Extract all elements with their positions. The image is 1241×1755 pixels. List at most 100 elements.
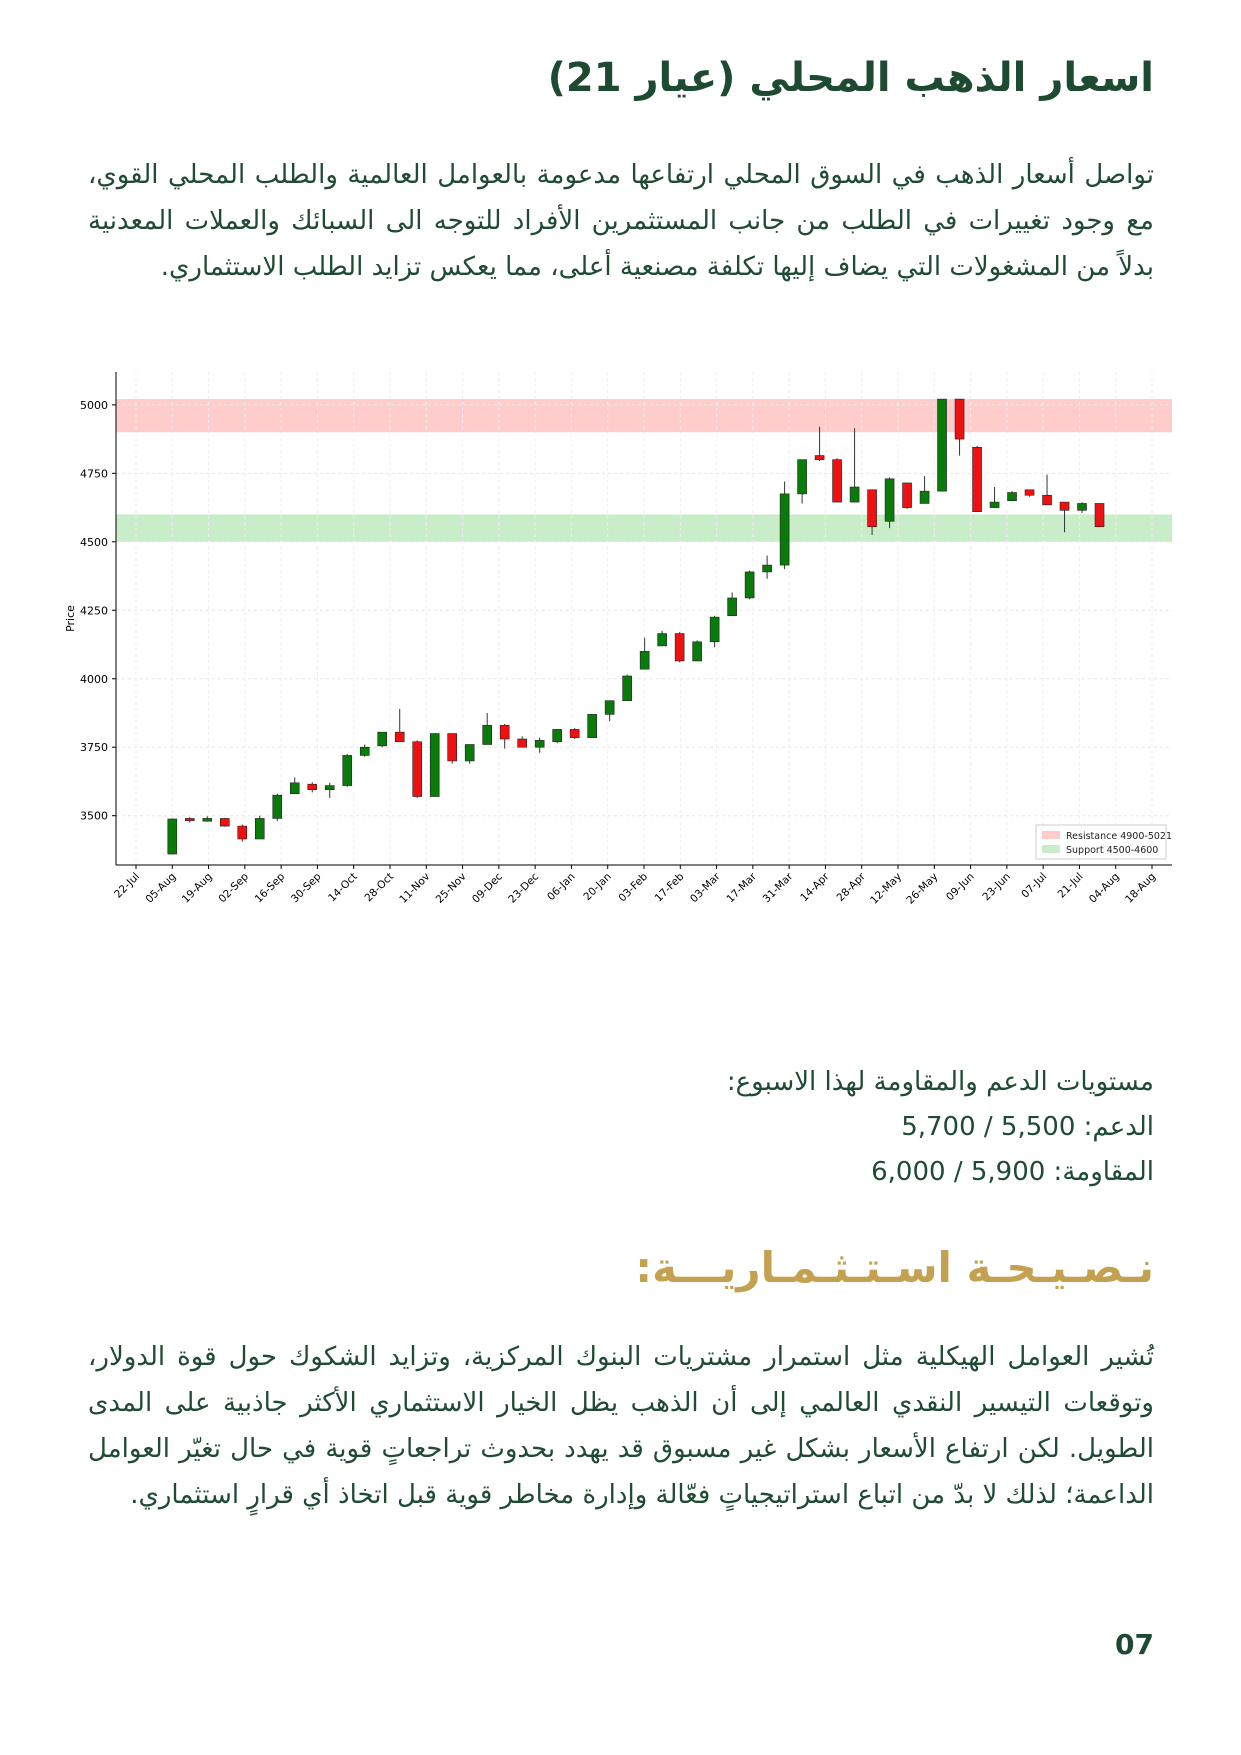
candle-body bbox=[1024, 489, 1035, 496]
x-tick-label: 28-Apr bbox=[835, 870, 869, 904]
candle bbox=[744, 570, 755, 600]
candle-body bbox=[797, 459, 807, 495]
candle bbox=[1007, 491, 1017, 502]
candle bbox=[429, 733, 440, 797]
candle bbox=[289, 777, 300, 795]
x-tick-label: 17-Mar bbox=[724, 870, 759, 905]
x-tick-label: 14-Oct bbox=[326, 871, 360, 905]
candle bbox=[727, 592, 737, 617]
candle bbox=[937, 398, 947, 492]
candle bbox=[307, 782, 318, 793]
candle-body bbox=[499, 725, 510, 740]
y-tick-label: 4250 bbox=[80, 604, 108, 617]
advice-title: نـصـيـحـة اسـتـثـمـاريـــة: bbox=[635, 1243, 1154, 1292]
y-tick-label: 3750 bbox=[80, 741, 108, 754]
candle-body bbox=[342, 755, 353, 786]
candle bbox=[919, 476, 930, 504]
candle bbox=[237, 824, 248, 842]
resistance-levels: المقاومة: 5,900 / 6,000 bbox=[871, 1157, 1154, 1187]
candle bbox=[447, 733, 458, 764]
x-tick-label: 28-Oct bbox=[362, 871, 396, 905]
candle-body bbox=[464, 744, 475, 762]
candle-body bbox=[1007, 492, 1017, 502]
candle bbox=[412, 740, 423, 798]
x-tick-label: 31-Mar bbox=[761, 870, 796, 905]
candle bbox=[517, 736, 527, 748]
candle bbox=[604, 700, 615, 722]
candle-body bbox=[289, 782, 300, 795]
candle-body bbox=[814, 455, 825, 460]
candle-body bbox=[587, 714, 597, 738]
candle-body bbox=[569, 729, 580, 738]
chart-legend: Resistance 4900-5021 Support 4500-4600 bbox=[1035, 824, 1172, 860]
x-tick-label: 19-Aug bbox=[180, 871, 215, 906]
candle-body bbox=[657, 633, 667, 647]
candle bbox=[902, 482, 912, 509]
candle-body bbox=[184, 818, 195, 821]
x-tick-label: 11-Nov bbox=[397, 871, 432, 906]
x-tick-label: 18-Aug bbox=[1123, 871, 1158, 906]
candle bbox=[622, 674, 632, 701]
x-tick-label: 17-Feb bbox=[653, 870, 687, 904]
candle bbox=[219, 817, 230, 827]
candle bbox=[762, 555, 772, 579]
candle bbox=[832, 458, 842, 503]
candle-body bbox=[377, 731, 388, 747]
candle bbox=[849, 428, 860, 503]
candle-body bbox=[639, 651, 650, 670]
support-levels: الدعم: 5,500 / 5,700 bbox=[901, 1112, 1154, 1142]
candle bbox=[534, 737, 545, 753]
candle-body bbox=[779, 493, 790, 566]
candle bbox=[954, 398, 965, 456]
candle bbox=[1094, 503, 1105, 528]
page-title: اسعار الذهب المحلي (عيار 21) bbox=[547, 55, 1154, 101]
candle-body bbox=[832, 459, 842, 503]
candle-body bbox=[412, 741, 423, 797]
intro-paragraph: تواصل أسعار الذهب في السوق المحلي ارتفاع… bbox=[88, 160, 1154, 282]
candle-body bbox=[884, 478, 895, 522]
candle bbox=[324, 782, 335, 798]
candle bbox=[359, 744, 370, 757]
x-tick-label: 22-Jul bbox=[112, 871, 142, 901]
candle bbox=[779, 481, 790, 570]
candle bbox=[482, 712, 492, 745]
x-tick-label: 30-Sep bbox=[289, 870, 324, 905]
y-tick-label: 3500 bbox=[80, 810, 108, 823]
candle bbox=[587, 714, 597, 738]
legend-swatch-support bbox=[1042, 845, 1060, 853]
candle bbox=[167, 818, 178, 855]
x-tick-label: 03-Feb bbox=[616, 870, 650, 904]
x-tick-label: 12-May bbox=[868, 871, 904, 907]
candle-body bbox=[254, 818, 265, 840]
advice-paragraph: تُشير العوامل الهيكلية مثل استمرار مشتري… bbox=[88, 1342, 1154, 1510]
y-axis-label: Price bbox=[64, 605, 77, 632]
candle-body bbox=[272, 794, 283, 819]
candle-body bbox=[1094, 503, 1105, 528]
candle-body bbox=[482, 725, 492, 745]
candle bbox=[377, 731, 388, 748]
legend-swatch-resistance bbox=[1042, 831, 1060, 839]
candle-body bbox=[727, 597, 737, 617]
x-tick-label: 23-Dec bbox=[506, 870, 541, 905]
candle-body bbox=[674, 633, 685, 662]
candle bbox=[1059, 501, 1070, 533]
x-tick-label: 03-Mar bbox=[688, 870, 723, 905]
x-tick-label: 26-May bbox=[904, 871, 940, 907]
levels-heading: مستويات الدعم والمقاومة لهذا الاسبوع: bbox=[726, 1067, 1154, 1097]
x-tick-label: 20-Jan bbox=[581, 871, 613, 903]
candle bbox=[639, 637, 650, 670]
candle bbox=[657, 630, 667, 647]
candle bbox=[814, 426, 825, 462]
candle-body bbox=[902, 482, 912, 508]
candle-body bbox=[1059, 501, 1070, 511]
candle bbox=[464, 744, 475, 764]
candle bbox=[254, 815, 265, 840]
gold-price-candlestick-chart: 3500 3750 4000 4250 4500 4750 5000 Price 22-Jul 0… bbox=[60, 360, 1190, 960]
candle-body bbox=[692, 641, 702, 662]
candle bbox=[272, 793, 283, 822]
support-resistance-levels: مستويات الدعم والمقاومة لهذا الاسبوع: ال… bbox=[454, 1060, 1154, 1195]
candle-body bbox=[1042, 494, 1052, 506]
candle-body bbox=[989, 501, 1000, 508]
candle-body bbox=[237, 825, 248, 840]
candle-body bbox=[534, 740, 545, 748]
